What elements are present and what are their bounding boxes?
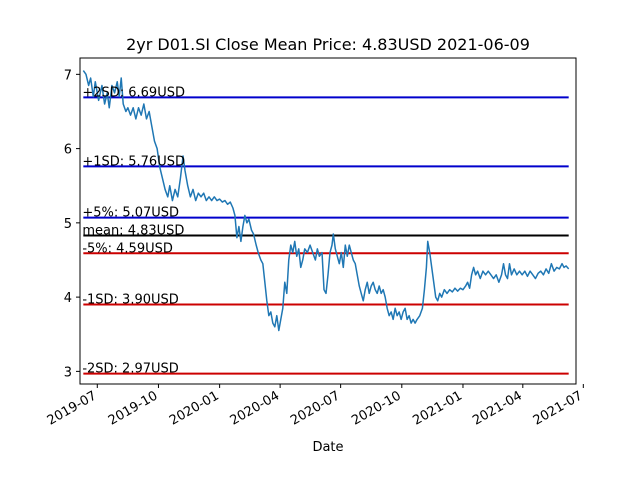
reference-line-label: +1SD: 5.76USD (82, 154, 185, 169)
reference-line-label: -2SD: 2.97USD (82, 362, 178, 377)
reference-labels: +2SD: 6.69USD +1SD: 5.76USD +5%: 5.07USD me… (82, 85, 185, 376)
y-tick-label: 4 (64, 291, 72, 306)
reference-line-label: +2SD: 6.69USD (82, 85, 185, 100)
reference-line-label: -5%: 4.59USD (82, 241, 173, 256)
x-axis-label: Date (312, 440, 343, 455)
price-series-line (82, 70, 570, 332)
plot-frame (79, 57, 577, 385)
reference-line-label: mean: 4.83USD (82, 223, 184, 238)
series-layer (82, 70, 570, 332)
reference-line-label: +5%: 5.07USD (82, 206, 179, 221)
y-tick-label: 6 (64, 143, 72, 158)
y-tick-label: 5 (64, 217, 72, 232)
y-tick-label: 3 (64, 365, 72, 380)
chart-title: 2yr D01.SI Close Mean Price: 4.83USD 202… (126, 35, 530, 54)
reference-lines (83, 96, 569, 375)
reference-line-label: -1SD: 3.90USD (82, 293, 178, 308)
y-axis: 3 4 5 6 7 (64, 68, 80, 380)
y-tick-label: 7 (64, 68, 72, 83)
